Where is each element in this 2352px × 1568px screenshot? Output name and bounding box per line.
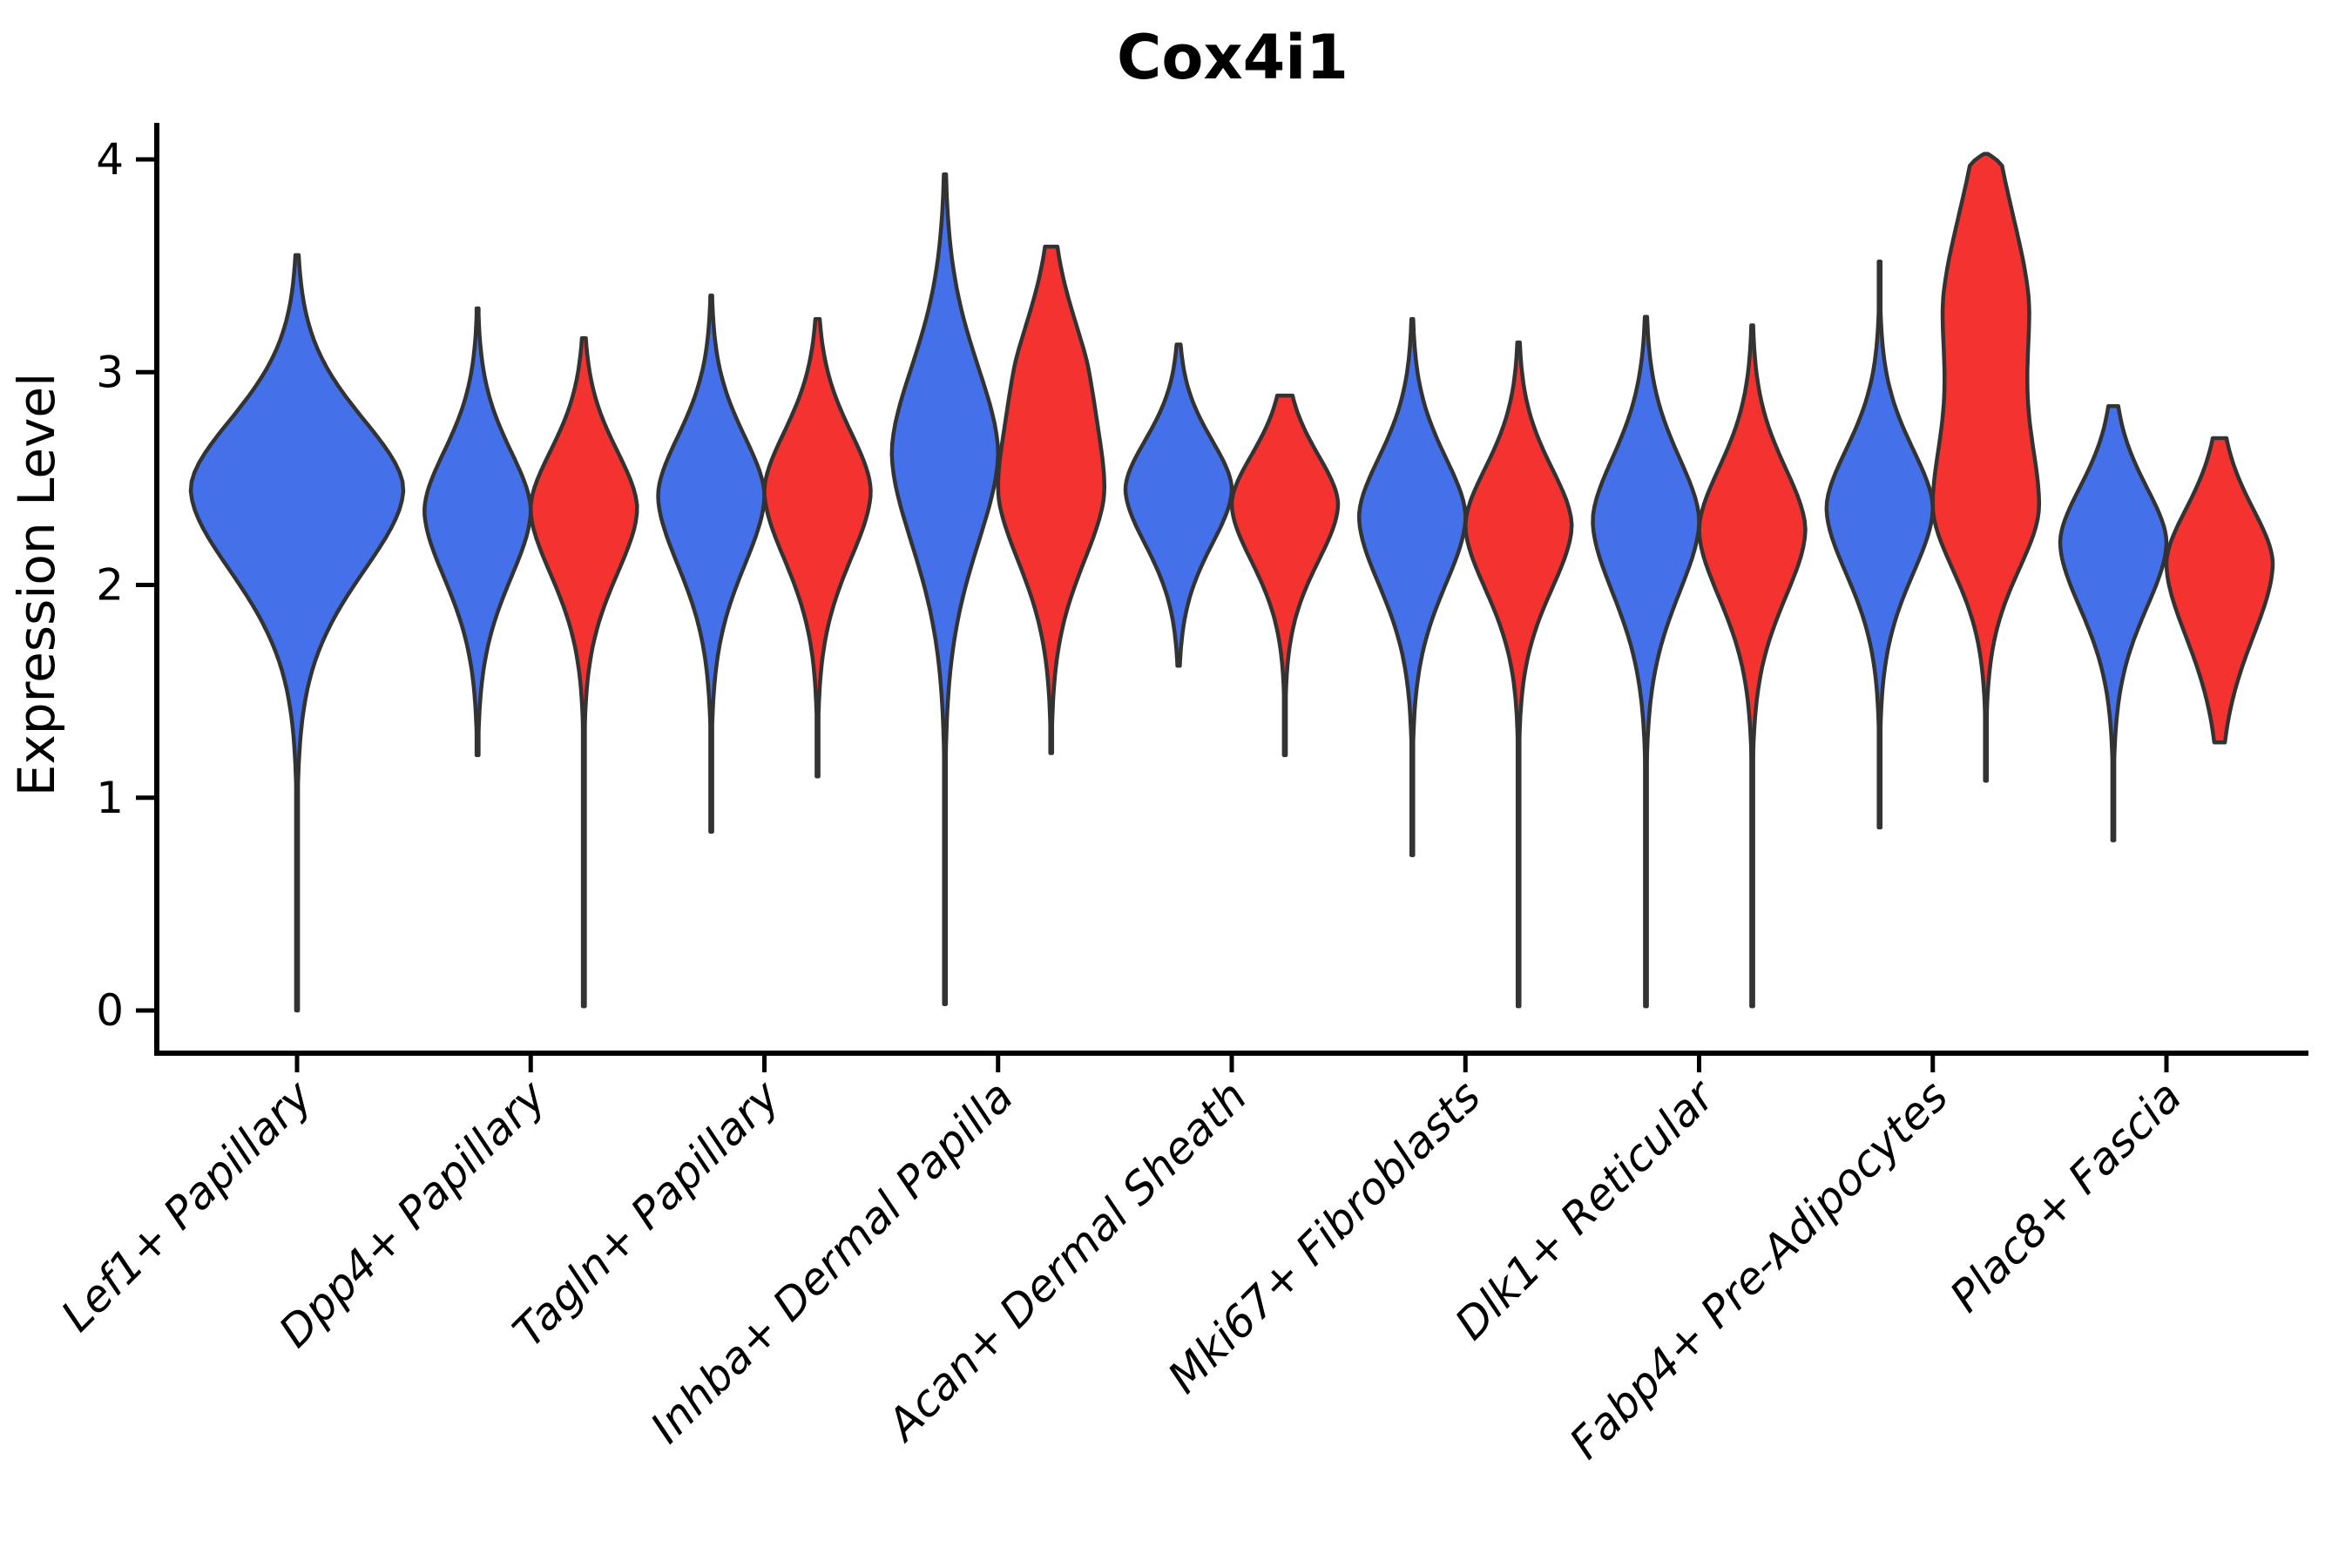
violin-right-cat3	[996, 244, 1107, 755]
x-tick-label: Lef1+ Papillary	[51, 1070, 322, 1341]
violin-left-cat7	[1824, 259, 1936, 830]
y-tick-label: 2	[96, 560, 124, 611]
y-tick-label: 1	[96, 773, 124, 823]
y-tick-label: 3	[96, 347, 124, 397]
violin-right-cat8	[2164, 436, 2275, 745]
violin-left-cat6	[1591, 314, 1701, 1009]
y-tick-label: 4	[96, 134, 124, 185]
chart-title: Cox4i1	[1117, 22, 1348, 93]
x-tick-label: Dlk1+ Reticular	[1445, 1069, 1726, 1349]
violin-center-cat0	[188, 253, 406, 1013]
violin-left-cat5	[1357, 316, 1468, 857]
violin-right-cat7	[1930, 152, 2042, 783]
violin-right-cat6	[1697, 323, 1808, 1009]
x-tick-label: Fabp4+ Pre-Adipocytes	[1560, 1071, 1958, 1469]
violin-right-cat2	[762, 316, 873, 779]
violin-left-cat1	[422, 306, 533, 758]
y-tick-label: 0	[96, 985, 124, 1036]
violin-right-cat1	[529, 335, 639, 1009]
violin-left-cat3	[889, 172, 1001, 1006]
violin-right-cat4	[1229, 393, 1341, 758]
y-axis-label: Expression Level	[7, 373, 66, 796]
violin-shapes-group	[188, 152, 2275, 1013]
violin-left-cat2	[656, 294, 767, 835]
violin-left-cat8	[2058, 404, 2169, 842]
violin-left-cat4	[1123, 342, 1234, 668]
x-tick-label: Plac8+ Fascia	[1941, 1071, 2192, 1321]
violin-right-cat5	[1463, 340, 1574, 1009]
y-axis-ticks-group: 0 1 2 3 4	[96, 134, 157, 1036]
